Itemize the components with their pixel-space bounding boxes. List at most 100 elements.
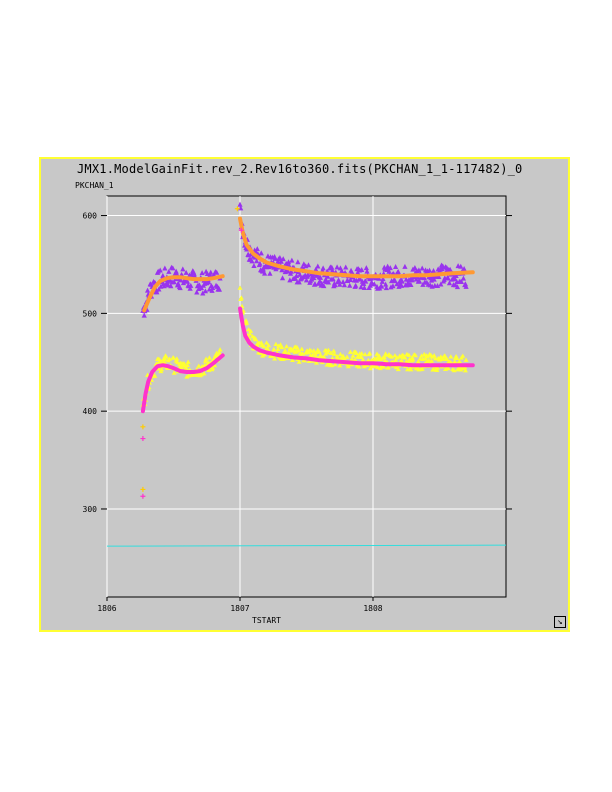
x-tick-label: 1807 (230, 604, 249, 613)
yellow-point (203, 356, 209, 361)
triangle-point (332, 282, 338, 288)
yellow-point (375, 364, 381, 370)
triangle-point (299, 264, 306, 270)
plot-window: JMX1.ModelGainFit.rev_2.Rev16to360.fits(… (39, 157, 570, 632)
triangle-point (267, 270, 273, 276)
yellow-point (329, 355, 335, 361)
triangle-point (330, 276, 336, 282)
triangle-point (361, 285, 367, 291)
yellow-point (392, 353, 398, 358)
triangle-point (157, 267, 163, 273)
yellow-point (325, 349, 331, 355)
yellow-point (325, 347, 331, 352)
magenta-fit-curve (238, 306, 475, 368)
triangle-point (237, 201, 243, 207)
triangle-point (199, 270, 205, 276)
triangle-point (177, 285, 183, 291)
triangle-point (343, 264, 349, 270)
yellow-point (238, 295, 244, 300)
triangle-point (275, 258, 281, 264)
yellow-point (454, 355, 460, 360)
triangle-point (184, 278, 191, 284)
yellow-point (385, 364, 391, 370)
yellow-point (185, 359, 191, 364)
triangle-point (251, 263, 257, 269)
triangle-point (364, 268, 370, 274)
triangle-point (287, 277, 293, 283)
triangle-point (210, 284, 216, 290)
yellow-point (260, 353, 266, 358)
outlier-point (238, 227, 244, 233)
resize-corner-icon[interactable]: ↘ (554, 616, 566, 628)
yellow-point (460, 353, 466, 358)
yellow-point (381, 354, 387, 359)
yellow-point (458, 367, 464, 372)
x-tick-label: 1808 (363, 604, 382, 613)
triangle-point (200, 290, 206, 296)
triangle-point (254, 246, 260, 252)
yellow-point (212, 362, 218, 368)
triangle-point (180, 266, 186, 272)
yellow-point (299, 346, 305, 351)
triangle-point (420, 281, 426, 287)
yellow-point (313, 353, 319, 358)
yellow-point (347, 349, 353, 354)
triangle-point (387, 265, 393, 271)
yellow-point (273, 341, 279, 347)
triangle-point (436, 273, 442, 279)
triangle-point (395, 269, 401, 275)
triangle-point (244, 246, 250, 252)
yellow-point (395, 366, 401, 372)
triangle-point (209, 287, 215, 293)
triangle-point (353, 277, 359, 283)
triangle-point (295, 259, 301, 265)
yellow-point (444, 356, 450, 361)
yellow-point (337, 363, 343, 368)
triangle-point (458, 278, 465, 284)
triangle-point (426, 267, 433, 273)
yellow-point (435, 365, 441, 370)
triangle-point (341, 282, 348, 288)
x-tick-label: 1806 (97, 604, 116, 613)
triangle-point (379, 278, 385, 284)
yellow-point (332, 361, 338, 367)
yellow-point (429, 358, 435, 363)
triangle-point (389, 278, 395, 284)
triangle-point (280, 256, 286, 262)
yellow-point (284, 343, 290, 349)
yellow-point (253, 337, 259, 342)
yellow-point (337, 351, 343, 357)
yellow-point (171, 370, 177, 375)
triangle-point (288, 268, 294, 274)
triangle-point (323, 276, 329, 282)
yellow-point (376, 353, 382, 358)
yellow-point (281, 356, 287, 361)
yellow-point (445, 365, 451, 371)
yellow-point (243, 318, 249, 323)
triangle-point (385, 263, 391, 269)
triangle-point (206, 286, 213, 292)
yellow-point (452, 359, 458, 364)
triangle-point (171, 279, 177, 285)
outlier-point (140, 493, 146, 499)
triangle-point (460, 275, 467, 281)
yellow-point (313, 360, 319, 365)
triangle-point (325, 273, 331, 279)
yellow-point (425, 354, 431, 359)
triangle-point (156, 286, 162, 292)
triangle-point (196, 282, 203, 288)
yellow-point (345, 364, 351, 369)
triangle-point (416, 278, 423, 284)
triangle-point (187, 285, 193, 291)
triangle-point (380, 276, 386, 282)
yellow-point (378, 356, 384, 361)
y-tick-label: 500 (83, 309, 98, 318)
yellow-point (216, 350, 222, 355)
plot-title: JMX1.ModelGainFit.rev_2.Rev16to360.fits(… (77, 162, 523, 176)
yellow-point (206, 355, 212, 360)
triangle-point (214, 269, 220, 275)
triangle-point (392, 278, 398, 284)
yellow-point (356, 364, 362, 369)
triangle-point (446, 280, 453, 286)
triangle-point (386, 268, 392, 274)
